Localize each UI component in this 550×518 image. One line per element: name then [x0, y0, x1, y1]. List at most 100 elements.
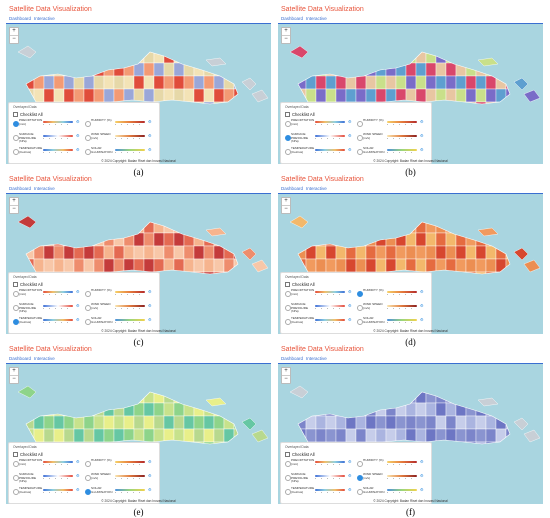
zoom-out-button[interactable]: − — [10, 35, 18, 43]
district-region[interactable] — [315, 232, 327, 247]
settings-icon[interactable]: ⚙ — [420, 473, 424, 478]
settings-icon[interactable]: ⚙ — [76, 147, 80, 152]
district-region[interactable] — [375, 245, 387, 260]
district-region[interactable] — [123, 50, 135, 64]
district-region[interactable] — [223, 62, 235, 77]
district-region[interactable] — [345, 62, 357, 77]
district-region[interactable] — [103, 88, 115, 103]
district-region[interactable] — [83, 50, 95, 64]
district-region[interactable] — [83, 62, 95, 77]
district-region[interactable] — [405, 245, 417, 260]
district-region[interactable] — [93, 258, 105, 273]
district-region[interactable] — [193, 232, 205, 247]
tab-interactive[interactable]: Interactive — [306, 356, 327, 361]
district-region[interactable] — [425, 75, 437, 90]
district-region[interactable] — [93, 390, 105, 404]
layer-row[interactable]: SOLAR ILLUMINATION ⚙ — [85, 146, 155, 161]
district-region[interactable] — [425, 50, 437, 64]
district-region[interactable] — [395, 402, 407, 417]
district-region[interactable] — [495, 75, 507, 90]
layer-radio[interactable] — [13, 135, 19, 141]
layer-radio[interactable] — [357, 319, 363, 325]
district-region[interactable] — [455, 101, 467, 115]
district-region[interactable] — [335, 232, 347, 247]
layer-row[interactable]: WIND SPEED (m/s) ⚙ — [357, 302, 427, 317]
district-region[interactable] — [93, 428, 105, 443]
district-region[interactable] — [183, 101, 195, 115]
district-region[interactable] — [93, 232, 105, 247]
district-region[interactable] — [365, 62, 377, 77]
district-region[interactable] — [505, 271, 516, 285]
settings-icon[interactable]: ⚙ — [348, 459, 352, 464]
layer-radio[interactable] — [13, 305, 19, 311]
district-region[interactable] — [385, 62, 397, 77]
layer-radio[interactable] — [85, 149, 91, 155]
layer-radio[interactable] — [285, 121, 291, 127]
district-region[interactable] — [465, 441, 477, 455]
district-region[interactable] — [193, 271, 205, 285]
district-region[interactable] — [43, 50, 55, 64]
district-region[interactable] — [233, 258, 244, 273]
district-region[interactable] — [495, 415, 507, 430]
district-region[interactable] — [425, 62, 437, 77]
district-region[interactable] — [213, 88, 225, 103]
settings-icon[interactable]: ⚙ — [148, 459, 152, 464]
district-region[interactable] — [113, 390, 125, 404]
district-region[interactable] — [345, 50, 357, 64]
settings-icon[interactable]: ⚙ — [148, 133, 152, 138]
district-region[interactable] — [425, 390, 437, 404]
district-region[interactable] — [375, 258, 387, 273]
layer-row[interactable]: HUMIDITY (%) ⚙ — [357, 288, 427, 303]
district-region[interactable] — [223, 441, 235, 455]
district-region[interactable] — [465, 101, 477, 115]
district-region[interactable] — [24, 402, 35, 417]
layer-row[interactable]: WIND SPEED (m/s) ⚙ — [85, 472, 155, 487]
district-region[interactable] — [83, 75, 95, 90]
district-region[interactable] — [143, 415, 155, 430]
map-view[interactable]: + − Overlayed Data Checklist All PRECIPITATI… — [278, 24, 543, 164]
district-region[interactable] — [233, 232, 244, 247]
district-region[interactable] — [465, 390, 477, 404]
district-region[interactable] — [123, 390, 135, 404]
district-region[interactable] — [53, 415, 65, 430]
district-region[interactable] — [465, 62, 477, 77]
district-region[interactable] — [485, 415, 497, 430]
district-region[interactable] — [495, 245, 507, 260]
layer-radio[interactable] — [85, 319, 91, 325]
district-region[interactable] — [73, 232, 85, 247]
district-region[interactable] — [183, 75, 195, 90]
district-region[interactable] — [193, 402, 205, 417]
district-region[interactable] — [325, 220, 337, 234]
district-region[interactable] — [305, 245, 317, 260]
district-region[interactable] — [315, 220, 327, 234]
district-region[interactable] — [173, 402, 185, 417]
district-region[interactable] — [415, 62, 427, 77]
map-view[interactable]: + − Overlayed Data Checklist All PRECIPITATI… — [278, 364, 543, 504]
district-region[interactable] — [93, 62, 105, 77]
district-region[interactable] — [445, 271, 457, 285]
district-region[interactable] — [465, 245, 477, 260]
district-region[interactable] — [63, 62, 75, 77]
tab-dashboard[interactable]: Dashboard — [9, 356, 32, 361]
district-region[interactable] — [475, 428, 487, 443]
district-region[interactable] — [305, 232, 317, 247]
district-region[interactable] — [365, 232, 377, 247]
district-region[interactable] — [223, 258, 235, 273]
district-region[interactable] — [123, 232, 135, 247]
layer-row[interactable]: PRECIPITATION (mm) ⚙ — [285, 458, 355, 473]
district-region[interactable] — [153, 232, 165, 247]
district-region[interactable] — [113, 220, 125, 234]
district-region[interactable] — [73, 50, 85, 64]
district-region[interactable] — [173, 271, 185, 285]
district-region[interactable] — [355, 415, 367, 430]
district-region[interactable] — [143, 62, 155, 77]
settings-icon[interactable]: ⚙ — [348, 303, 352, 308]
district-region[interactable] — [83, 258, 95, 273]
district-region[interactable] — [315, 75, 327, 90]
layer-row[interactable]: SOLAR ILLUMINATION ⚙ — [357, 146, 427, 161]
checkbox-icon[interactable] — [285, 112, 290, 118]
district-region[interactable] — [425, 88, 437, 103]
district-region[interactable] — [365, 220, 377, 234]
layer-row[interactable]: WIND SPEED (m/s) ⚙ — [357, 472, 427, 487]
district-region[interactable] — [385, 428, 397, 443]
